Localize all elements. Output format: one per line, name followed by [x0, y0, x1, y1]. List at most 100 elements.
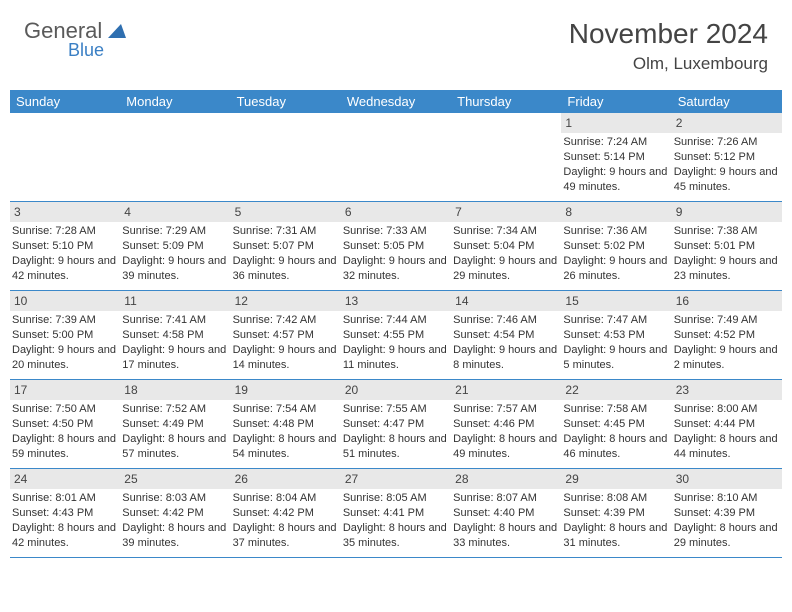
day-info-line: Sunset: 5:00 PM	[12, 328, 118, 343]
day-info-line: Sunset: 4:39 PM	[563, 506, 669, 521]
day-info-line: Daylight: 9 hours and 42 minutes.	[12, 254, 118, 284]
day-number: 10	[10, 291, 120, 311]
day-info-line: Sunrise: 8:08 AM	[563, 491, 669, 506]
day-info-line: Daylight: 9 hours and 14 minutes.	[233, 343, 339, 373]
day-number: 3	[10, 202, 120, 222]
day-info-line: Sunset: 4:44 PM	[674, 417, 780, 432]
day-cell: 12Sunrise: 7:42 AMSunset: 4:57 PMDayligh…	[231, 291, 341, 379]
day-number: 16	[672, 291, 782, 311]
week-row: 24Sunrise: 8:01 AMSunset: 4:43 PMDayligh…	[10, 469, 782, 558]
day-cell: 14Sunrise: 7:46 AMSunset: 4:54 PMDayligh…	[451, 291, 561, 379]
week-row: .....1Sunrise: 7:24 AMSunset: 5:14 PMDay…	[10, 113, 782, 202]
day-cell: 9Sunrise: 7:38 AMSunset: 5:01 PMDaylight…	[672, 202, 782, 290]
day-cell: 10 Sunrise: 7:39 AMSunset: 5:00 PMDayligh…	[10, 291, 120, 379]
day-info-line: Daylight: 8 hours and 57 minutes.	[122, 432, 228, 462]
day-number: 27	[341, 469, 451, 489]
day-cell: 28Sunrise: 8:07 AMSunset: 4:40 PMDayligh…	[451, 469, 561, 557]
day-cell: .	[451, 113, 561, 201]
week-row: 10Sunrise: 7:39 AMSunset: 5:00 PMDayligh…	[10, 291, 782, 380]
day-info-line: Sunset: 5:02 PM	[563, 239, 669, 254]
day-info-line: Sunrise: 7:50 AM	[12, 402, 118, 417]
logo-text: General Blue	[24, 18, 126, 61]
dow-monday: Monday	[120, 90, 230, 113]
dow-friday: Friday	[561, 90, 671, 113]
day-number: 24	[10, 469, 120, 489]
day-info-line: Daylight: 8 hours and 39 minutes.	[122, 521, 228, 551]
day-info-line: Daylight: 9 hours and 20 minutes.	[12, 343, 118, 373]
dow-tuesday: Tuesday	[231, 90, 341, 113]
dow-sunday: Sunday	[10, 90, 120, 113]
day-cell: 13Sunrise: 7:44 AMSunset: 4:55 PMDayligh…	[341, 291, 451, 379]
day-number: 5	[231, 202, 341, 222]
day-info-line: Sunrise: 7:52 AM	[122, 402, 228, 417]
day-cell: 4Sunrise: 7:29 AMSunset: 5:09 PMDaylight…	[120, 202, 230, 290]
day-info-line: Sunset: 4:48 PM	[233, 417, 339, 432]
day-cell: 3Sunrise: 7:28 AMSunset: 5:10 PMDaylight…	[10, 202, 120, 290]
day-number: 17	[10, 380, 120, 400]
day-info-line: Daylight: 8 hours and 31 minutes.	[563, 521, 669, 551]
day-number: 29	[561, 469, 671, 489]
day-number: 8	[561, 202, 671, 222]
day-of-week-row: SundayMondayTuesdayWednesdayThursdayFrid…	[10, 90, 782, 113]
day-info-line: Sunset: 4:39 PM	[674, 506, 780, 521]
day-info-line: Sunrise: 8:00 AM	[674, 402, 780, 417]
day-number: 13	[341, 291, 451, 311]
day-info-line: Sunrise: 7:39 AM	[12, 313, 118, 328]
day-cell: 6Sunrise: 7:33 AMSunset: 5:05 PMDaylight…	[341, 202, 451, 290]
header: General Blue November 2024 Olm, Luxembou…	[0, 0, 792, 82]
day-info-line: Sunrise: 7:55 AM	[343, 402, 449, 417]
day-info-line: Daylight: 9 hours and 49 minutes.	[563, 165, 669, 195]
day-info-line: Sunset: 4:49 PM	[122, 417, 228, 432]
day-number: 19	[231, 380, 341, 400]
week-row: 17Sunrise: 7:50 AMSunset: 4:50 PMDayligh…	[10, 380, 782, 469]
day-cell: 24Sunrise: 8:01 AMSunset: 4:43 PMDayligh…	[10, 469, 120, 557]
day-info-line: Sunset: 4:55 PM	[343, 328, 449, 343]
location: Olm, Luxembourg	[569, 54, 768, 74]
day-number: 7	[451, 202, 561, 222]
day-cell: 22Sunrise: 7:58 AMSunset: 4:45 PMDayligh…	[561, 380, 671, 468]
day-info-line: Sunset: 5:04 PM	[453, 239, 559, 254]
day-info-line: Daylight: 9 hours and 29 minutes.	[453, 254, 559, 284]
day-number: 1	[561, 113, 671, 133]
day-number: 15	[561, 291, 671, 311]
day-info-line: Sunset: 5:07 PM	[233, 239, 339, 254]
day-info-line: Sunrise: 7:31 AM	[233, 224, 339, 239]
day-cell: 11Sunrise: 7:41 AMSunset: 4:58 PMDayligh…	[120, 291, 230, 379]
day-info-line: Sunset: 5:09 PM	[122, 239, 228, 254]
day-cell: .	[10, 113, 120, 201]
day-info-line: Daylight: 8 hours and 54 minutes.	[233, 432, 339, 462]
day-info-line: Sunset: 4:58 PM	[122, 328, 228, 343]
day-number: 30	[672, 469, 782, 489]
day-cell: 7Sunrise: 7:34 AMSunset: 5:04 PMDaylight…	[451, 202, 561, 290]
day-info-line: Sunset: 5:05 PM	[343, 239, 449, 254]
day-number: 6	[341, 202, 451, 222]
day-cell: .	[341, 113, 451, 201]
day-cell: 29 Sunrise: 8:08 AMSunset: 4:39 PMDayligh…	[561, 469, 671, 557]
day-info-line: Daylight: 9 hours and 8 minutes.	[453, 343, 559, 373]
day-info-line: Sunrise: 7:44 AM	[343, 313, 449, 328]
day-cell: 23Sunrise: 8:00 AMSunset: 4:44 PMDayligh…	[672, 380, 782, 468]
day-number: 11	[120, 291, 230, 311]
day-info-line: Sunset: 4:43 PM	[12, 506, 118, 521]
day-cell: 25Sunrise: 8:03 AMSunset: 4:42 PMDayligh…	[120, 469, 230, 557]
day-cell: 26Sunrise: 8:04 AMSunset: 4:42 PMDayligh…	[231, 469, 341, 557]
day-info-line: Sunset: 5:12 PM	[674, 150, 780, 165]
day-info-line: Sunset: 4:42 PM	[122, 506, 228, 521]
day-info-line: Daylight: 8 hours and 29 minutes.	[674, 521, 780, 551]
day-info-line: Daylight: 8 hours and 42 minutes.	[12, 521, 118, 551]
day-info-line: Sunset: 4:46 PM	[453, 417, 559, 432]
day-info-line: Sunrise: 7:54 AM	[233, 402, 339, 417]
day-info-line: Daylight: 9 hours and 32 minutes.	[343, 254, 449, 284]
day-number: 21	[451, 380, 561, 400]
day-cell: 19 Sunrise: 7:54 AMSunset: 4:48 PMDayligh…	[231, 380, 341, 468]
day-number: 20	[341, 380, 451, 400]
day-info-line: Sunrise: 7:29 AM	[122, 224, 228, 239]
day-info-line: Sunrise: 7:46 AM	[453, 313, 559, 328]
day-info-line: Sunrise: 8:05 AM	[343, 491, 449, 506]
day-info-line: Sunrise: 7:38 AM	[674, 224, 780, 239]
day-info-line: Sunset: 4:47 PM	[343, 417, 449, 432]
day-info-line: Daylight: 9 hours and 39 minutes.	[122, 254, 228, 284]
day-number: 23	[672, 380, 782, 400]
day-info-line: Sunrise: 7:26 AM	[674, 135, 780, 150]
day-info-line: Daylight: 9 hours and 23 minutes.	[674, 254, 780, 284]
